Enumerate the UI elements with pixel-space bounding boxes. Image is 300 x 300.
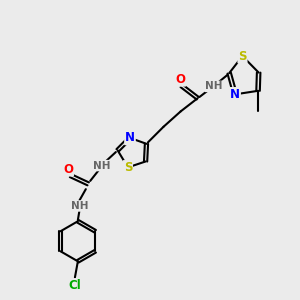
Text: S: S [124, 161, 132, 174]
Text: N: N [230, 88, 240, 101]
Text: N: N [125, 131, 135, 144]
Text: S: S [238, 50, 247, 63]
Text: O: O [63, 163, 73, 176]
Text: NH: NH [205, 81, 223, 92]
Text: NH: NH [93, 160, 110, 171]
Text: NH: NH [70, 201, 88, 211]
Text: O: O [175, 73, 185, 86]
Text: Cl: Cl [68, 279, 81, 292]
